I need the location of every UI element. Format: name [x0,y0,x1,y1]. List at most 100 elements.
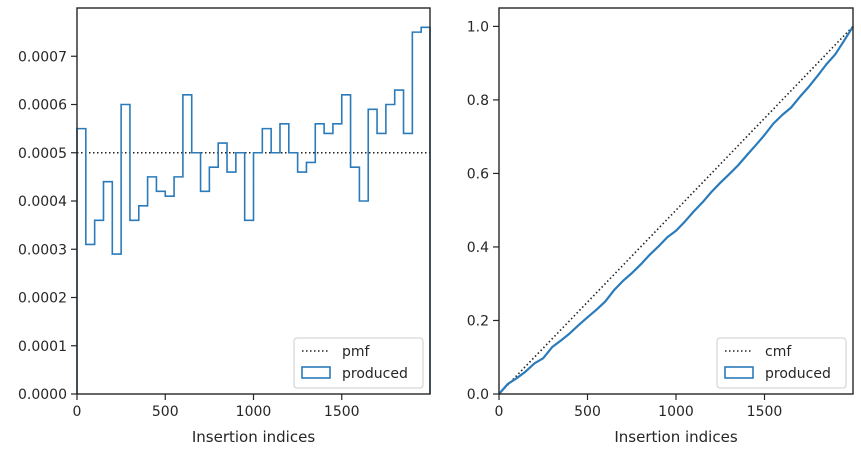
cmf-x-tick-label: 1500 [747,404,783,420]
pmf-x-tick-label: 1000 [236,404,272,420]
produced-histogram-bar [227,172,236,394]
produced-histogram-bar [103,182,112,394]
produced-cumulative-point [693,210,695,213]
produced-cumulative-point [631,272,633,274]
produced-histogram-bar [209,167,218,394]
pmf-y-tick-label: 0.0000 [18,387,67,403]
produced-cumulative-point [710,191,713,193]
produced-histogram-bar [271,153,280,394]
pmf-plot-area [76,26,431,394]
produced-cdf-legend-label: produced [765,366,831,382]
produced-histogram-bar [218,143,227,394]
produced-cumulative-point [516,377,518,379]
produced-legend-patch [301,366,331,379]
produced-cumulative-point [666,236,668,238]
produced-cumulative-point [675,230,677,232]
cmf-reference-line [498,25,854,395]
produced-histogram-bar [201,191,210,394]
produced-histogram-bar [156,191,165,394]
produced-histogram-bar [95,220,104,394]
produced-cumulative-point [781,114,783,116]
pmf-ticks: 0 500 1000 1500 0.0000 0.0001 0.0002 0.0003 0.00… [18,49,360,420]
produced-histogram-bar [148,177,157,394]
produced-cumulative-point [728,173,730,175]
cmf-plot-area [498,25,854,395]
pmf-x-tick-label: 500 [152,404,179,420]
produced-histogram-bar [254,153,263,394]
produced-histogram-bar [130,220,139,394]
pmf-y-tick-label: 0.0004 [18,194,67,210]
produced-cumulative-point [613,289,615,291]
produced-cumulative-point [578,324,580,326]
produced-cumulative-point [542,357,544,359]
pmf-histogram-panel: 0 500 1000 1500 0.0000 0.0001 0.0002 0.0003 0.00… [18,7,431,446]
produced-cumulative-point [799,96,801,98]
produced-histogram-bar [112,254,121,394]
pmf-y-tick-label: 0.0002 [18,291,67,307]
produced-histogram-bar [139,206,148,394]
produced-histogram-bar [77,129,86,394]
produced-cumulative-point [657,245,659,248]
pmf-y-tick-label: 0.0007 [18,49,67,65]
produced-cumulative-point [772,123,774,125]
produced-cumulative-point [524,370,527,373]
produced-cdf-legend-patch [724,366,754,379]
produced-cumulative-point [604,300,606,303]
cmf-y-tick-label: 0.8 [467,93,489,109]
produced-histogram-outline [76,26,431,394]
produced-cumulative-point [825,63,828,65]
produced-cumulative-point [640,263,642,266]
produced-histogram-bar [86,244,95,394]
pmf-x-tick-label: 1500 [324,404,360,420]
cmf-x-tick-label: 500 [574,404,601,420]
cmf-ticks: 0 500 1000 1500 0.0 0.2 0.4 0.6 0.8 1.0 [467,19,783,420]
produced-cumulative-point [755,144,757,146]
produced-cumulative-point [586,316,589,318]
cmf-line-panel: 0 500 1000 1500 0.0 0.2 0.4 0.6 0.8 1.0 Insertion… [467,7,854,446]
produced-cumulative-point [507,383,509,385]
produced-histogram-bar [174,177,183,394]
produced-cumulative-point [790,107,792,109]
pmf-y-tick-label: 0.0001 [18,339,67,355]
produced-cumulative-point [737,164,739,167]
produced-cumulative-point [834,53,836,55]
cmf-legend: cmf produced [716,337,847,389]
produced-cumulative-point [746,154,748,156]
produced-histogram-bar [236,153,245,394]
produced-cumulative-point [817,75,819,77]
cmf-legend-label: cmf [765,344,792,360]
produced-cumulative-point [569,332,571,334]
produced-histogram-bar [245,220,254,394]
cmf-y-tick-label: 0.0 [467,387,489,403]
produced-cumulative-point [719,182,721,184]
produced-cumulative-point [533,362,536,365]
produced-histogram-bar [192,153,201,394]
pmf-legend-label: pmf [342,344,371,360]
produced-cumulative-point [763,134,766,136]
produced-cumulative-point [684,220,686,223]
cmf-x-tick-label: 1000 [658,404,694,420]
produced-cumulative-point [701,201,704,203]
produced-histogram-bar [165,196,174,394]
pmf-axes-frame [76,7,431,395]
produced-cumulative-point [808,86,810,88]
pmf-legend: pmf produced [293,337,424,389]
cmf-x-tick-label: 0 [495,404,504,420]
pmf-y-tick-label: 0.0003 [18,242,67,258]
cmf-y-tick-label: 0.4 [467,240,489,256]
pmf-x-tick-label: 0 [73,404,82,420]
cmf-y-tick-label: 0.2 [467,313,489,329]
produced-cumulative-point [560,339,562,342]
produced-cumulative-point [843,39,845,42]
produced-histogram-bar [262,129,271,394]
produced-histogram-bar [183,95,192,394]
produced-cumulative-point [648,254,651,256]
produced-histogram-bar [280,124,289,394]
produced-legend-label: produced [342,366,408,382]
cmf-axes-frame [498,7,854,395]
cmf-y-tick-label: 0.6 [467,166,489,182]
pmf-x-axis-label: Insertion indices [192,428,315,446]
cmf-x-axis-label: Insertion indices [614,428,737,446]
pmf-y-tick-label: 0.0006 [18,98,67,114]
